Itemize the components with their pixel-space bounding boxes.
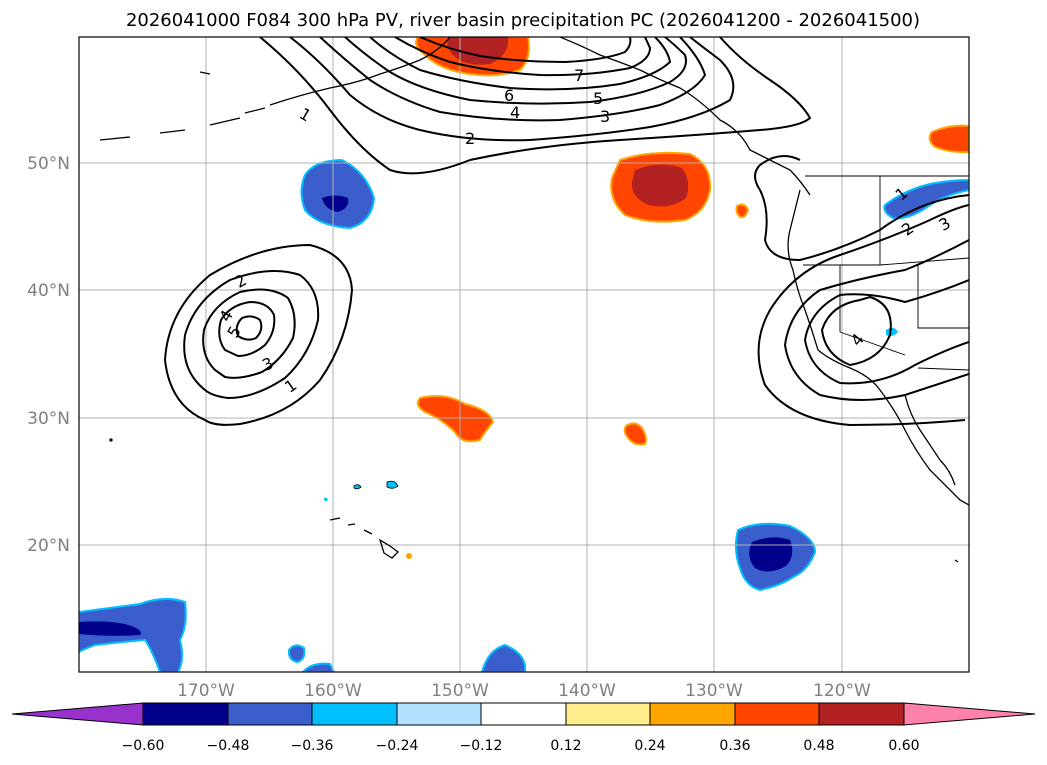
colorbar-extend-high [903,702,1036,726]
lon-label-120w: 120°W [813,681,871,701]
pv-contours [163,37,969,427]
colorbar-tick-8: 0.36 [719,738,750,754]
colorbar-tick-7: 0.24 [634,738,665,754]
pv-label-4-north: 4 [510,103,520,122]
colorbar-tick-6: 0.12 [550,738,581,754]
pv-label-2-north: 2 [465,129,475,148]
lat-label-30n: 30°N [27,409,70,429]
lon-label-160w: 160°W [304,681,362,701]
lat-label-20n: 20°N [27,536,70,556]
colorbar-bin-2 [227,702,313,726]
colorbar-tick-5: −0.12 [460,738,503,754]
longitude-labels: 170°W 160°W 150°W 140°W 130°W 120°W [177,681,871,701]
pv-label-7-north: 7 [574,66,584,85]
colorbar-bin-7 [649,702,736,726]
precip-blob-northwest-canada [928,124,969,154]
colorbar-tick-2: −0.48 [207,738,250,754]
negative-precip-areas [79,158,969,672]
lon-label-140w: 140°W [558,681,616,701]
coastlines [99,37,969,563]
north-trough-contours [259,37,812,175]
north-america-coast [787,189,969,506]
colorbar-tick-4: −0.24 [376,738,419,754]
colorbar-tick-9: 0.48 [803,738,834,754]
latitude-labels: 50°N 40°N 30°N 20°N [27,154,70,556]
pv-label-3-north: 3 [600,107,610,126]
colorbar-tick-3: −0.36 [291,738,334,754]
map-frame [78,36,970,673]
colorbar-bin-1 [142,702,229,726]
colorbar-bin-6 [565,702,651,726]
colorbar: −0.60 −0.48 −0.36 −0.24 −0.12 0.12 0.24 … [11,702,1036,754]
pv-label-6-north: 6 [504,86,514,105]
lat-label-40n: 40°N [27,281,70,301]
positive-precip-areas [415,37,969,446]
precip-blob-southwest-negative [79,598,187,672]
hawaii-islands [329,517,399,559]
lon-label-130w: 130°W [685,681,743,701]
pv-label-5-north: 5 [593,89,603,108]
colorbar-bin-3 [311,702,398,726]
colorbar-extend-low [11,702,144,726]
colorbar-tick-10: 0.60 [888,738,919,754]
west-coast-low-contours [754,155,969,427]
colorbar-bin-5 [480,702,567,726]
lon-label-150w: 150°W [431,681,489,701]
colorbar-bin-4 [396,702,482,726]
precip-blob-north-pacific-negative [300,158,376,230]
map-area: 1 2 3 4 5 6 7 1 2 3 4 5 1 2 3 4 [79,37,969,672]
map-title: 2026041000 F084 300 hPa PV, river basin … [126,10,920,31]
graticule [79,37,969,672]
colorbar-bin-9 [818,702,905,726]
precip-blob-hawaii-north [416,395,495,443]
central-pacific-low-contours [163,243,354,426]
precip-blob-small-central [623,422,647,446]
colorbar-bin-8 [734,702,820,726]
colorbar-tick-1: −0.60 [122,738,165,754]
lon-label-170w: 170°W [177,681,235,701]
lat-label-50n: 50°N [27,154,70,174]
